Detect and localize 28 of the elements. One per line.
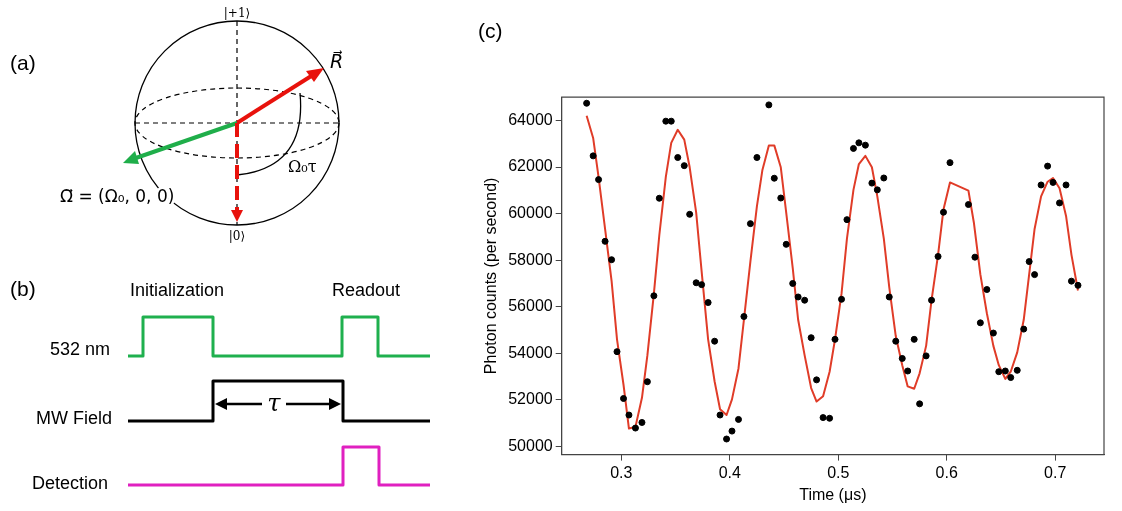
text: Detection bbox=[31, 473, 108, 493]
text: |+1⟩ bbox=[223, 6, 251, 20]
y-tick-label: 50000 bbox=[508, 436, 553, 454]
y-axis-title: Photon counts (per second) bbox=[482, 177, 500, 375]
text: (b) bbox=[10, 277, 36, 300]
x-axis-title: Time (μs) bbox=[799, 485, 867, 503]
text: (a) bbox=[10, 51, 36, 74]
y-tick-label: 64000 bbox=[508, 110, 553, 128]
y-tick-label: 60000 bbox=[508, 204, 553, 222]
y-tick-label: 56000 bbox=[508, 297, 553, 315]
x-tick-label: 0.4 bbox=[718, 463, 742, 481]
x-tick-label: 0.3 bbox=[610, 463, 633, 481]
x-tick-label: 0.5 bbox=[827, 463, 850, 481]
y-tick-label: 52000 bbox=[508, 390, 553, 408]
y-tick-label: 58000 bbox=[508, 250, 553, 268]
text: MW Field bbox=[36, 408, 112, 428]
text: τ bbox=[267, 389, 282, 417]
text: Initialization bbox=[129, 280, 225, 300]
text: |0⟩ bbox=[228, 229, 246, 243]
x-tick-label: 0.6 bbox=[935, 463, 958, 481]
text: R⃗ bbox=[330, 49, 344, 72]
chart-title: (c) bbox=[478, 19, 503, 43]
text: Ω₀τ bbox=[288, 157, 317, 176]
text: Readout bbox=[331, 280, 401, 300]
text: 532 nm bbox=[49, 339, 110, 359]
y-tick-label: 54000 bbox=[508, 343, 553, 361]
y-tick-label: 62000 bbox=[508, 157, 553, 175]
x-tick-label: 0.7 bbox=[1044, 463, 1067, 481]
